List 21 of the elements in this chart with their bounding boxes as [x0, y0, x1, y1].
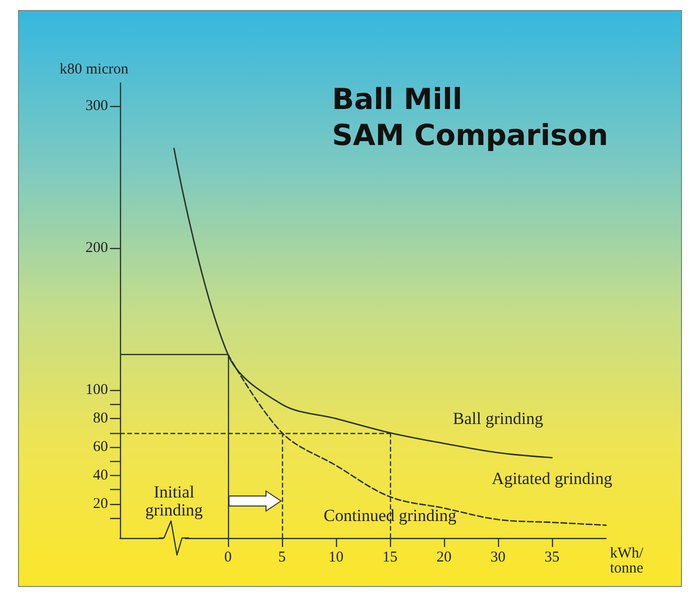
x-tick-label: 30	[490, 550, 506, 566]
text: Ball Mill SAM Comparison	[332, 82, 608, 152]
y-tick-label: 80	[93, 410, 108, 427]
x-tick-label: 35	[544, 550, 560, 566]
x-tick-label: 10	[328, 550, 344, 566]
x-axis-title: kWh/ tonne	[610, 546, 644, 576]
x-tick-label: 5	[278, 550, 286, 566]
y-tick-label: 200	[86, 240, 108, 256]
annotation: Initial grinding	[145, 482, 204, 520]
annotation: Ball grinding	[452, 409, 544, 428]
y-tick-label: 20	[93, 496, 108, 512]
y-tick-label: 60	[93, 439, 108, 455]
y-tick-label: 40	[93, 467, 108, 484]
annotation: Continued grinding	[324, 506, 457, 525]
x-tick-label: 20	[436, 550, 452, 566]
annotation: Agitated grinding	[492, 468, 613, 488]
y-tick-label: 300	[86, 98, 108, 114]
y-tick-label: 100	[86, 382, 108, 398]
x-tick-label: 15	[382, 550, 398, 566]
x-tick-label: 0	[224, 550, 232, 566]
y-axis-title: k80 micron	[60, 62, 129, 78]
